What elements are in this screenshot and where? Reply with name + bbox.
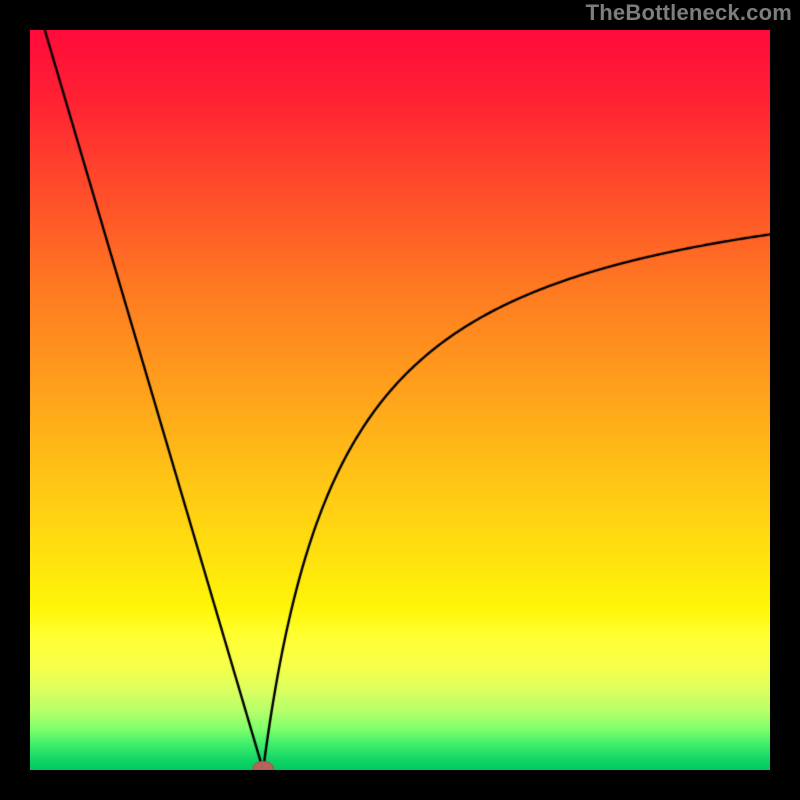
plot-area: [30, 30, 770, 770]
watermark-text: TheBottleneck.com: [586, 0, 792, 26]
figure-root: TheBottleneck.com: [0, 0, 800, 800]
plot-canvas: [30, 30, 770, 770]
